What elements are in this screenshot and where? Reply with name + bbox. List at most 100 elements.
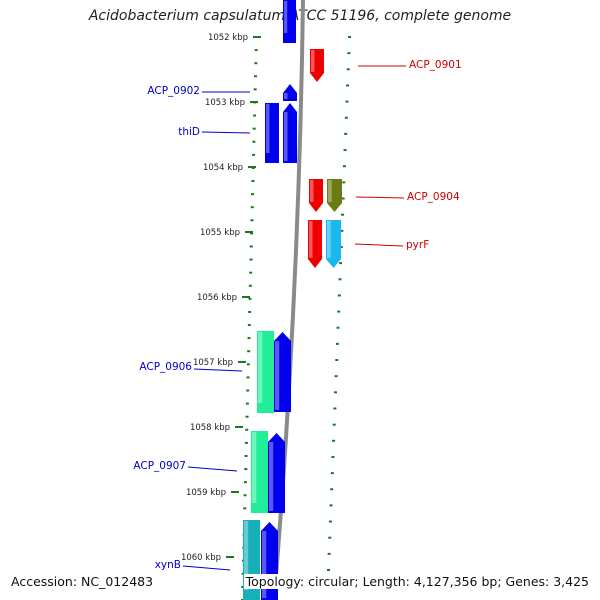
- minor-tick-right: [331, 455, 335, 458]
- minor-tick-right: [328, 536, 332, 539]
- tick-label: 1058 kbp: [190, 423, 230, 433]
- gene-label-leader: [355, 196, 405, 199]
- minor-tick-left: [247, 350, 251, 353]
- gene-ACP_0907: [251, 431, 268, 513]
- minor-tick-right: [328, 520, 332, 523]
- minor-tick-right: [327, 569, 330, 571]
- gene-highlight: [284, 1, 288, 33]
- minor-tick-left: [243, 494, 247, 497]
- minor-tick-right: [348, 36, 351, 38]
- minor-tick-left: [254, 75, 258, 78]
- minor-tick-right: [341, 213, 344, 216]
- minor-tick-left: [241, 585, 245, 588]
- gene-label-leader: [187, 466, 238, 472]
- genome-summary-label: Topology: circular; Length: 4,127,356 bp…: [243, 574, 591, 589]
- minor-tick-left: [246, 363, 250, 366]
- gene-label-ACP_0901: ACP_0901: [409, 59, 462, 71]
- gene-ACP_0904_red: [309, 179, 323, 212]
- minor-tick-left: [250, 232, 254, 235]
- minor-tick-left: [244, 454, 248, 457]
- gene-highlight: [269, 442, 274, 511]
- accession-label: Accession: NC_012483: [9, 574, 156, 589]
- gene-thiD_b: [283, 103, 297, 163]
- tick-label: 1056 kbp: [197, 293, 237, 303]
- minor-tick-left: [248, 310, 252, 313]
- minor-tick-right: [332, 423, 336, 426]
- gene-ACP_0904: [327, 179, 342, 212]
- gene-label-leader: [182, 565, 231, 571]
- minor-tick-left: [250, 206, 254, 209]
- minor-tick-left: [249, 245, 253, 248]
- minor-tick-left: [243, 481, 247, 484]
- minor-tick-right: [337, 294, 341, 297]
- minor-tick-right: [343, 149, 347, 152]
- minor-tick-right: [335, 342, 339, 345]
- gene-label-thiD_a: thiD: [178, 126, 200, 138]
- minor-tick-right: [340, 229, 344, 232]
- minor-tick-right: [342, 181, 346, 184]
- gene-highlight: [284, 112, 288, 161]
- minor-tick-left: [251, 180, 255, 183]
- minor-tick-right: [338, 278, 342, 281]
- minor-tick-right: [346, 84, 350, 87]
- minor-tick-left: [244, 441, 248, 444]
- minor-tick-right: [337, 310, 341, 313]
- gene-g_0906_blue: [274, 332, 291, 412]
- minor-tick-right: [329, 504, 333, 507]
- minor-tick-left: [246, 376, 250, 379]
- minor-tick-left: [252, 127, 256, 130]
- gene-ACP_0902: [283, 84, 297, 101]
- minor-tick-left: [245, 415, 249, 418]
- minor-tick-right: [333, 407, 337, 410]
- gene-ACP_0901: [310, 49, 324, 82]
- minor-tick-left: [247, 324, 251, 327]
- gene-label-leader: [193, 368, 243, 372]
- minor-tick-left: [254, 49, 258, 52]
- minor-tick-left: [248, 297, 252, 300]
- gene-label-ACP_0904: ACP_0904: [407, 191, 460, 203]
- minor-tick-right: [330, 488, 334, 491]
- gene-highlight: [310, 180, 314, 202]
- tick-label: 1054 kbp: [203, 163, 243, 173]
- minor-tick-right: [347, 52, 351, 55]
- gene-layer: [243, 0, 342, 600]
- gene-highlight: [309, 221, 313, 258]
- gene-g_top_blue: [283, 0, 296, 43]
- genome-backbone: [272, 0, 305, 600]
- tick-label: 1055 kbp: [200, 228, 240, 238]
- gene-label-xynB: xynB: [155, 559, 181, 571]
- minor-tick-right: [339, 262, 343, 265]
- minor-tick-left: [253, 114, 257, 117]
- map-title: Acidobacterium capsulatum ATCC 51196, co…: [88, 8, 512, 24]
- ruler-layer: 1052 kbp 1053 kbp 1054 kbp 1055 kbp 1056 kbp…: [181, 0, 351, 600]
- tick-label: 1060 kbp: [181, 553, 221, 563]
- gene-label-ACP_0906: ACP_0906: [139, 361, 192, 373]
- gene-label-leader: [201, 131, 251, 134]
- gene-highlight: [252, 432, 257, 503]
- minor-tick-left: [254, 62, 258, 65]
- gene-pyrF_red: [308, 220, 322, 268]
- minor-tick-right: [336, 326, 340, 329]
- gene-thiD_a: [265, 103, 279, 163]
- minor-tick-right: [334, 391, 337, 394]
- minor-tick-right: [341, 197, 345, 200]
- tick-label: 1053 kbp: [205, 98, 245, 108]
- gene-highlight: [266, 104, 270, 153]
- minor-tick-left: [245, 428, 249, 431]
- minor-tick-left: [249, 258, 253, 261]
- gene-label-leader: [354, 243, 404, 247]
- minor-tick-left: [246, 389, 250, 392]
- label-layer: ACP_0901 ACP_0902 thiD ACP_0904 pyrF ACP_0906…: [133, 59, 461, 571]
- gene-highlight: [258, 332, 263, 403]
- minor-tick-right: [335, 359, 339, 362]
- minor-tick-right: [344, 116, 348, 119]
- gene-label-pyrF: pyrF: [406, 239, 429, 251]
- minor-tick-right: [346, 68, 350, 71]
- minor-tick-right: [342, 165, 346, 168]
- gene-highlight: [244, 521, 249, 590]
- tick-label: 1059 kbp: [186, 488, 226, 498]
- gene-label-ACP_0902: ACP_0902: [147, 85, 200, 97]
- gene-highlight: [327, 221, 331, 258]
- minor-tick-left: [249, 271, 253, 274]
